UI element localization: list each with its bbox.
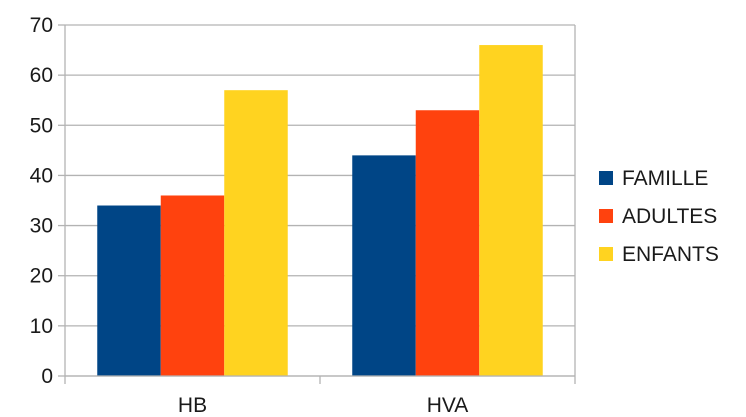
y-tick-label: 30 — [30, 215, 53, 238]
legend-swatch-adultes — [599, 209, 613, 223]
legend: FAMILLE ADULTES ENFANTS — [599, 167, 719, 266]
legend-label-famille: FAMILLE — [622, 167, 708, 190]
y-tick-label: 0 — [41, 365, 53, 388]
bar-famille-hva — [352, 155, 416, 376]
y-tick-label: 70 — [30, 14, 53, 37]
y-tick-label: 40 — [30, 164, 53, 187]
legend-swatch-famille — [599, 171, 613, 185]
legend-swatch-enfants — [599, 247, 613, 261]
legend-label-adultes: ADULTES — [622, 205, 717, 228]
axes — [58, 24, 576, 384]
y-tick-labels: 0 10 20 30 40 50 60 70 — [30, 14, 53, 388]
x-tick-labels: HB HVA — [178, 394, 468, 417]
y-tick-label: 60 — [30, 64, 53, 87]
bars — [97, 45, 543, 377]
bar-adultes-hb — [160, 195, 225, 376]
y-tick-label: 10 — [30, 315, 53, 338]
bar-enfants-hb — [224, 90, 288, 376]
bar-adultes-hva — [415, 110, 480, 376]
bar-famille-hb — [97, 205, 161, 376]
legend-label-enfants: ENFANTS — [622, 243, 719, 266]
bar-enfants-hva — [479, 45, 543, 377]
y-tick-label: 20 — [30, 265, 53, 288]
y-tick-label: 50 — [30, 114, 53, 137]
x-tick-label: HB — [178, 394, 207, 417]
x-tick-label: HVA — [427, 394, 469, 417]
